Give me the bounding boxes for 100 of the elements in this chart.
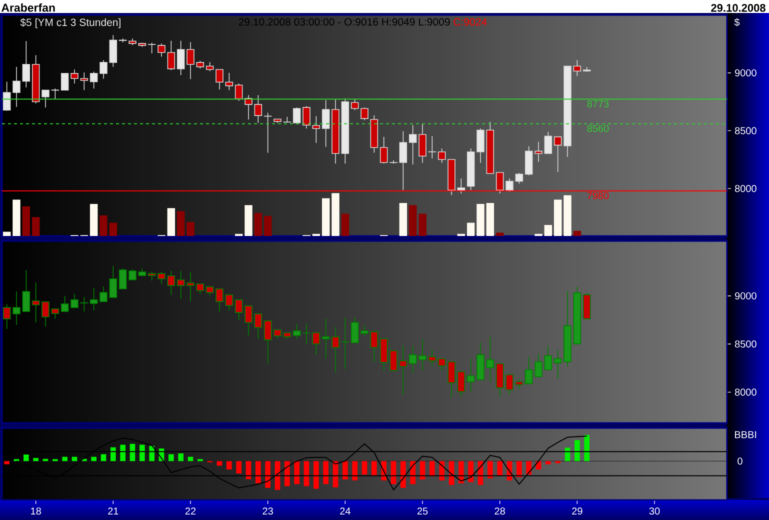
text: 0 <box>738 458 742 465</box>
bar <box>100 454 106 462</box>
candlestick <box>167 40 176 70</box>
candlestick <box>448 361 456 398</box>
bar <box>216 461 222 466</box>
candlestick <box>109 34 118 68</box>
candlestick <box>158 272 166 284</box>
bar <box>254 212 262 236</box>
candlestick <box>457 371 466 398</box>
candlestick <box>148 272 156 281</box>
bar <box>33 458 38 462</box>
candlestick <box>350 99 359 111</box>
bar <box>304 461 310 486</box>
candlestick <box>254 313 262 340</box>
candlestick <box>476 128 484 164</box>
candlestick <box>332 99 340 164</box>
bar <box>584 434 590 462</box>
x-tick-label: 18 <box>31 508 41 515</box>
y-tick-label: 9000 <box>735 69 756 76</box>
candlestick <box>438 148 446 164</box>
candlestick <box>216 69 224 90</box>
bar <box>399 202 408 236</box>
bar <box>352 461 358 480</box>
bar <box>544 224 552 236</box>
bar <box>265 461 270 488</box>
candlestick <box>399 130 408 191</box>
bar <box>332 193 340 236</box>
candlestick <box>70 69 78 84</box>
y-tick-label: 9000 <box>735 292 756 300</box>
bar <box>574 440 580 462</box>
candlestick <box>390 160 398 164</box>
candlestick <box>196 60 204 69</box>
candlestick <box>582 292 591 320</box>
candlestick <box>32 54 40 104</box>
candlestick <box>12 66 20 108</box>
bar <box>176 211 185 236</box>
bar <box>468 461 474 482</box>
candlestick <box>244 305 252 336</box>
candlestick <box>322 100 330 148</box>
candlestick <box>573 60 582 76</box>
candlestick <box>186 42 194 80</box>
candlestick <box>370 114 378 154</box>
candlestick <box>234 299 243 320</box>
candlestick <box>302 322 310 344</box>
candlestick <box>524 146 533 176</box>
candlestick <box>22 269 30 312</box>
candlestick <box>360 107 368 121</box>
candlestick <box>138 268 146 276</box>
bar <box>22 206 30 236</box>
candlestick <box>312 332 320 356</box>
y-tick-label: 8500 <box>734 340 756 348</box>
bar <box>256 461 261 484</box>
bar <box>2 232 11 236</box>
candlestick <box>274 118 282 124</box>
candlestick <box>360 324 368 337</box>
candlestick <box>292 323 301 340</box>
candlestick <box>118 38 127 43</box>
bar <box>91 456 96 462</box>
bar <box>496 232 504 236</box>
candlestick <box>573 286 582 344</box>
candlestick <box>216 288 224 312</box>
bar <box>109 222 118 236</box>
candlestick <box>341 98 350 164</box>
candlestick <box>496 363 504 398</box>
text: Araberfan <box>1 3 55 12</box>
bar <box>226 461 232 470</box>
x-tick-label: 30 <box>649 508 660 515</box>
bar <box>486 202 494 236</box>
candlestick <box>486 121 494 174</box>
bar <box>430 461 435 476</box>
candlestick <box>496 172 504 194</box>
ref-line-label: 7980 <box>587 192 609 200</box>
candlestick <box>128 38 136 46</box>
candlestick <box>524 356 533 384</box>
bar <box>62 456 68 462</box>
annotation: C:9024 <box>454 18 487 26</box>
bar <box>418 214 426 236</box>
bar <box>554 200 562 236</box>
candlestick <box>138 42 146 48</box>
bar <box>488 461 493 478</box>
candlestick <box>90 71 98 89</box>
candlestick <box>370 331 378 363</box>
candlestick <box>42 90 50 108</box>
bar <box>167 208 176 236</box>
candlestick <box>264 320 272 364</box>
candlestick <box>167 270 176 296</box>
x-tick-label: 21 <box>108 508 118 515</box>
candlestick <box>118 268 127 290</box>
bar <box>264 216 272 236</box>
candlestick <box>466 148 475 191</box>
candlestick <box>564 66 572 158</box>
candlestick <box>534 353 542 378</box>
candlestick <box>2 81 11 112</box>
bar <box>314 461 319 489</box>
candlestick <box>42 301 50 327</box>
bar <box>546 461 551 464</box>
ref-line-label: 8560 <box>587 124 609 132</box>
candlestick <box>109 266 118 298</box>
x-tick-label: 29 <box>572 508 582 515</box>
bar <box>341 214 350 236</box>
